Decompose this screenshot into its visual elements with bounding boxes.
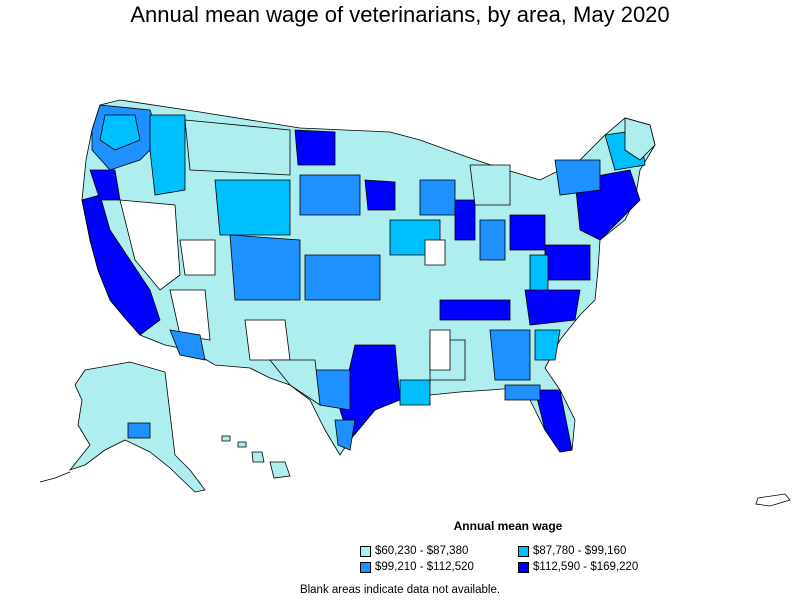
region-florida bbox=[534, 389, 573, 453]
region-colorado bbox=[229, 234, 301, 301]
region-idaho bbox=[149, 114, 186, 196]
region-ohio-valley bbox=[509, 214, 546, 251]
region-michigan bbox=[469, 164, 511, 206]
region-south-carolina bbox=[534, 329, 561, 361]
region-washington-west bbox=[99, 114, 141, 151]
region-southwest-blank-b bbox=[169, 289, 211, 341]
region-indiana bbox=[479, 219, 506, 261]
region-south-dakota bbox=[299, 174, 361, 216]
map-title: Annual mean wage of veterinarians, by ar… bbox=[130, 2, 670, 27]
legend-label-3: $99,210 - $112,520 bbox=[375, 561, 474, 573]
legend-label-2: $87,780 - $99,160 bbox=[533, 545, 627, 557]
legend-swatch-3 bbox=[360, 561, 371, 573]
region-nevada bbox=[119, 199, 181, 291]
region-puerto-rico bbox=[755, 493, 791, 507]
region-new-mexico-blank bbox=[244, 319, 291, 361]
region-arizona-west bbox=[169, 329, 206, 361]
legend-swatch-4 bbox=[518, 561, 529, 573]
region-southwest-blank-a bbox=[179, 239, 216, 276]
alaska-aleutian-chain bbox=[39, 471, 71, 483]
region-tennessee-band bbox=[439, 299, 511, 321]
region-hawaii-1 bbox=[221, 435, 231, 442]
legend-label-1: $60,230 - $87,380 bbox=[375, 545, 469, 557]
region-alaska-anchorage bbox=[127, 422, 151, 439]
region-wisconsin bbox=[419, 179, 456, 216]
region-new-york-upstate bbox=[554, 159, 601, 196]
region-virginia bbox=[544, 244, 591, 281]
region-kentucky-blank bbox=[424, 239, 446, 266]
region-minnesota bbox=[364, 179, 396, 211]
legend-item-2: $87,780 - $99,160 bbox=[518, 545, 626, 557]
region-california-coast bbox=[81, 194, 161, 336]
region-texas-south bbox=[334, 419, 356, 451]
region-hawaii-2 bbox=[237, 441, 247, 448]
legend-item-1: $60,230 - $87,380 bbox=[360, 545, 468, 557]
legend-swatch-2 bbox=[518, 545, 529, 557]
region-maine bbox=[624, 117, 656, 161]
region-hawaii-3 bbox=[251, 451, 265, 463]
puerto-rico bbox=[755, 493, 791, 507]
region-west-virginia bbox=[529, 254, 549, 291]
region-north-dakota-hi bbox=[294, 129, 336, 166]
region-montana-north bbox=[184, 119, 291, 176]
footnote: Blank areas indicate data not available. bbox=[299, 584, 501, 596]
legend-swatch-1 bbox=[360, 545, 371, 557]
region-texas-west bbox=[269, 359, 321, 406]
legend-label-4: $112,590 - $169,220 bbox=[533, 561, 639, 573]
region-hawaii-4 bbox=[269, 461, 291, 479]
region-wyoming bbox=[214, 179, 291, 236]
region-texas-east bbox=[339, 344, 401, 441]
alaska bbox=[39, 361, 206, 493]
map-regions bbox=[81, 99, 656, 456]
region-georgia bbox=[489, 329, 531, 381]
region-florida-north bbox=[504, 384, 541, 401]
hawaii bbox=[221, 435, 291, 479]
legend-item-4: $112,590 - $169,220 bbox=[518, 561, 638, 573]
legend-title: Annual mean wage bbox=[453, 519, 563, 533]
region-kansas bbox=[304, 254, 381, 301]
region-louisiana bbox=[399, 379, 431, 406]
region-carolinas bbox=[524, 289, 581, 326]
region-illinois bbox=[454, 199, 476, 241]
legend-item-3: $99,210 - $112,520 bbox=[360, 561, 474, 573]
region-mississippi-blank bbox=[429, 329, 451, 371]
